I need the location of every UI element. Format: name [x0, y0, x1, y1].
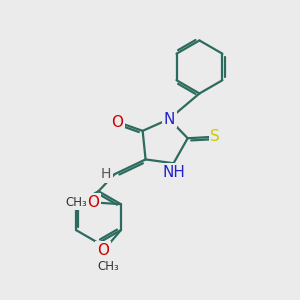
Text: O: O — [97, 243, 109, 258]
Text: S: S — [211, 129, 220, 144]
Text: O: O — [112, 115, 124, 130]
Text: NH: NH — [163, 165, 186, 180]
Text: H: H — [100, 167, 111, 181]
Text: N: N — [164, 112, 175, 127]
Text: CH₃: CH₃ — [66, 196, 88, 209]
Text: CH₃: CH₃ — [98, 260, 119, 273]
Text: O: O — [87, 195, 99, 210]
